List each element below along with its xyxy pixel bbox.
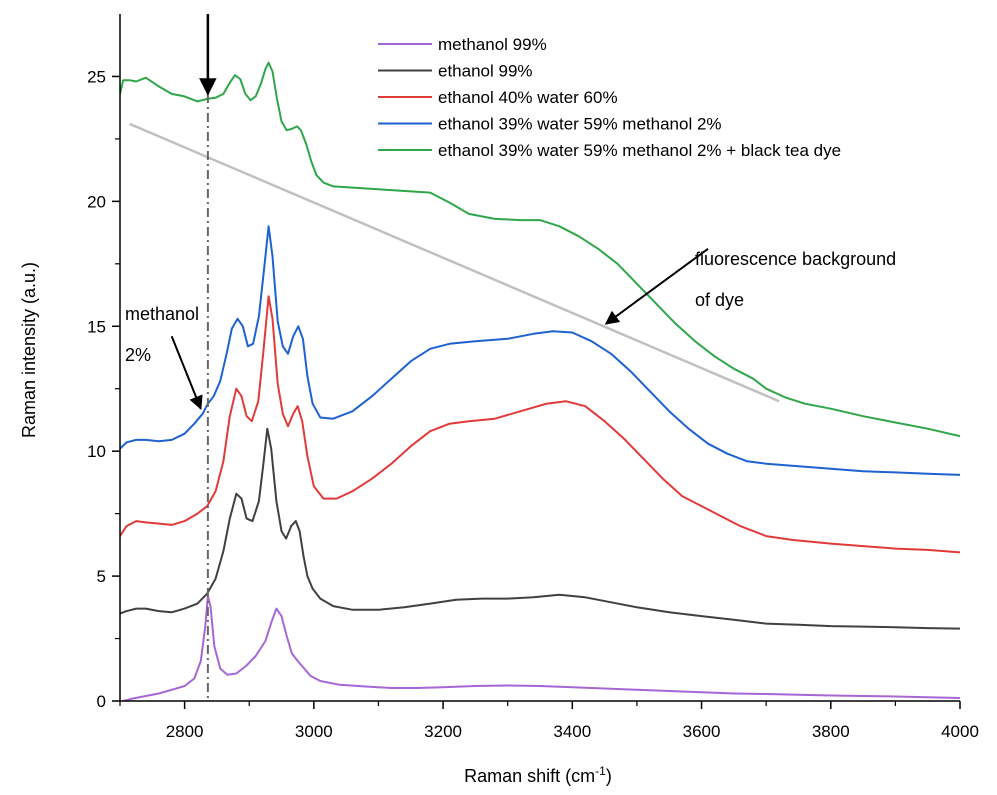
methanol-label-line1: methanol (125, 304, 199, 324)
legend-label-2: ethanol 99% (438, 62, 533, 81)
series-line-2 (120, 427, 960, 630)
y-axis-label: Raman intensity (a.u.) (19, 262, 39, 438)
legend-label-3: ethanol 40% water 60% (438, 88, 618, 107)
x-axis-label: Raman shift (cm-1) (464, 764, 612, 786)
y-tick-label-15: 15 (87, 317, 106, 336)
x-axis-label-main: Raman shift (cm (464, 766, 595, 786)
plot-area (120, 61, 960, 701)
x-axis-label-sup: -1 (595, 764, 606, 778)
x-tick-label-4000: 4000 (941, 722, 979, 741)
x-tick-label-3400: 3400 (553, 722, 591, 741)
legend-label-1: methanol 99% (438, 35, 547, 54)
x-tick-label-2800: 2800 (166, 722, 204, 741)
series-line-4 (120, 225, 960, 476)
legend-label-4: ethanol 39% water 59% methanol 2% (438, 115, 722, 134)
series-line-5 (120, 61, 960, 438)
legend: methanol 99% ethanol 99% ethanol 40% water… (378, 35, 841, 160)
legend-label-5: ethanol 39% water 59% methanol 2% + blac… (438, 141, 841, 160)
series-line-3 (120, 295, 960, 554)
x-tick-label-3200: 3200 (424, 722, 462, 741)
fluorescence-background-line (129, 122, 780, 403)
annotations: fluorescence background of dye methanol 2% (125, 14, 896, 701)
y-tick-label-5: 5 (97, 567, 106, 586)
x-tick-label-3800: 3800 (812, 722, 850, 741)
axes: 2800 3000 3200 3400 3600 3800 4000 0 5 10 15 20 25 (87, 14, 979, 741)
fluorescence-arrow (604, 248, 709, 325)
x-axis-label-tail: ) (606, 766, 612, 786)
y-tick-label-20: 20 (87, 192, 106, 211)
y-tick-label-10: 10 (87, 442, 106, 461)
methanol-arrow (170, 335, 203, 411)
series-line-1 (122, 595, 960, 701)
fluorescence-label-line2: of dye (695, 290, 744, 310)
methanol-label-line2: 2% (125, 345, 151, 365)
y-tick-label-0: 0 (97, 692, 106, 711)
x-tick-label-3000: 3000 (295, 722, 333, 741)
fluorescence-label-line1: fluorescence background (695, 249, 896, 269)
y-tick-label-25: 25 (87, 67, 106, 86)
x-tick-label-3600: 3600 (683, 722, 721, 741)
